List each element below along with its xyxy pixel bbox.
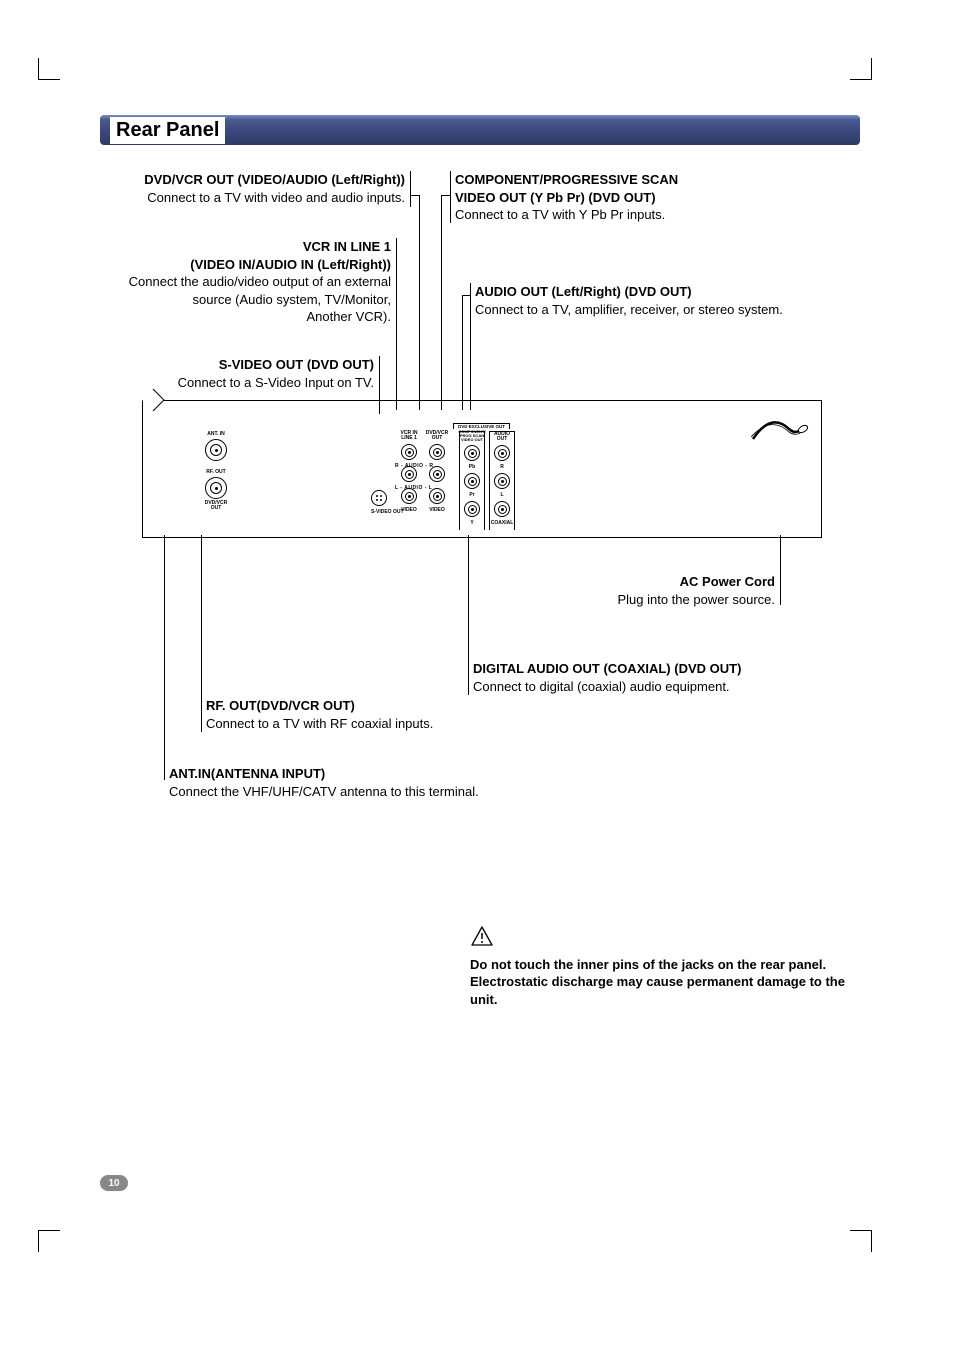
caution-block: Do not touch the inner pins of the jacks…	[470, 925, 870, 1008]
leader-line	[410, 195, 419, 196]
callout-title: AC Power Cord	[475, 573, 775, 591]
rca-jack	[494, 501, 510, 517]
callout-title: VIDEO OUT (Y Pb Pr) (DVD OUT)	[455, 189, 795, 207]
rca-col-audio: AUDIOOUT R L COAXIAL	[489, 431, 515, 530]
leader-line	[462, 295, 470, 296]
callout-dvd-vcr-out: DVD/VCR OUT (VIDEO/AUDIO (Left/Right)) C…	[100, 171, 405, 206]
leader-line	[164, 535, 165, 780]
label-dvdvcr-out: DVD/VCROUT	[196, 501, 236, 511]
callout-desc: Connect to a TV, amplifier, receiver, or…	[475, 301, 855, 319]
label-rf-out: RF. OUT	[196, 469, 236, 475]
rear-panel-inner: ANT. IN RF. OUT DVD/VCROUT S-VIDEO OUT V…	[151, 409, 821, 529]
callout-ac-power: AC Power Cord Plug into the power source…	[475, 573, 775, 608]
callout-title: ANT.IN(ANTENNA INPUT)	[169, 765, 569, 783]
rca-jack	[494, 445, 510, 461]
leader-line	[470, 283, 471, 410]
label-dvd-exclusive: DVD EXCLUSIVE OUT	[453, 423, 510, 429]
panel-notch	[142, 389, 165, 412]
rca-jack	[464, 445, 480, 461]
caution-icon	[470, 925, 494, 947]
crop-mark-br	[850, 1230, 872, 1252]
callout-ant-in: ANT.IN(ANTENNA INPUT) Connect the VHF/UH…	[169, 765, 569, 800]
ant-in-jack	[205, 439, 227, 461]
callout-desc: Connect to a TV with Y Pb Pr inputs.	[455, 206, 795, 224]
callout-desc: Another VCR).	[70, 308, 391, 326]
leader-line	[410, 171, 411, 207]
callout-desc: Plug into the power source.	[475, 591, 775, 609]
section-title: Rear Panel	[110, 117, 225, 144]
leader-line	[468, 535, 469, 695]
label-video: VIDEO	[401, 507, 417, 517]
page-number-badge: 10	[100, 1175, 128, 1191]
label-coaxial: COAXIAL	[491, 520, 514, 530]
callout-desc: source (Audio system, TV/Monitor,	[70, 291, 391, 309]
label-y: Y	[470, 520, 473, 530]
page-number: 10	[108, 1178, 119, 1189]
crop-mark-tr	[850, 58, 872, 80]
section-header: Rear Panel	[100, 115, 860, 145]
callout-desc: Connect to digital (coaxial) audio equip…	[473, 678, 813, 696]
label-vcrin: VCR INLINE 1	[401, 431, 418, 441]
callout-rf-out: RF. OUT(DVD/VCR OUT) Connect to a TV wit…	[206, 697, 526, 732]
label-r-audio-r: R - AUDIO - R	[395, 463, 434, 469]
rca-col-dvdvcrout: DVD/VCROUT VIDEO	[424, 431, 450, 530]
callout-title: RF. OUT(DVD/VCR OUT)	[206, 697, 526, 715]
callout-vcr-in-line1: VCR IN LINE 1 (VIDEO IN/AUDIO IN (Left/R…	[70, 238, 391, 326]
callout-desc: Connect the audio/video output of an ext…	[70, 273, 391, 291]
callout-svideo-out: S-VIDEO OUT (DVD OUT) Connect to a S-Vid…	[110, 356, 374, 391]
crop-mark-tl	[38, 58, 60, 80]
label-pr: Pr	[469, 492, 474, 498]
callout-title: VCR IN LINE 1	[70, 238, 391, 256]
label-r: R	[500, 464, 504, 470]
rca-jack	[464, 473, 480, 489]
rca-col-vcrin: VCR INLINE 1 VIDEO	[396, 431, 422, 530]
page-content: Rear Panel DVD/VCR OUT (VIDEO/AUDIO (Lef…	[100, 115, 860, 145]
rca-col-component: COMPONENT/PROG SCANVIDEO OUT Pb Pr Y	[459, 431, 485, 530]
callout-title: DVD/VCR OUT (VIDEO/AUDIO (Left/Right))	[100, 171, 405, 189]
callout-component: COMPONENT/PROGRESSIVE SCAN VIDEO OUT (Y …	[455, 171, 795, 224]
rca-jack	[401, 444, 417, 460]
label-l: L	[500, 492, 503, 498]
leader-line	[441, 195, 450, 196]
callout-desc: Connect to a TV with video and audio inp…	[100, 189, 405, 207]
callout-desc: Connect to a TV with RF coaxial inputs.	[206, 715, 526, 733]
label-audio: AUDIOOUT	[494, 432, 510, 442]
label-dvdvcr: DVD/VCROUT	[426, 431, 449, 441]
callout-title: S-VIDEO OUT (DVD OUT)	[110, 356, 374, 374]
ac-cord-icon	[751, 417, 811, 447]
leader-line	[396, 265, 397, 410]
leader-line	[780, 535, 781, 605]
svideo-jack	[371, 490, 387, 506]
rca-jack	[464, 501, 480, 517]
rca-jack	[429, 444, 445, 460]
callout-title: AUDIO OUT (Left/Right) (DVD OUT)	[475, 283, 855, 301]
label-pb: Pb	[469, 464, 475, 470]
label-l-audio-l: L - AUDIO - L	[395, 485, 432, 491]
leader-line	[462, 295, 463, 410]
leader-line	[201, 535, 202, 732]
leader-line	[441, 195, 442, 410]
rca-jack	[494, 473, 510, 489]
label-ant-in: ANT. IN	[196, 431, 236, 437]
crop-mark-bl	[38, 1230, 60, 1252]
callout-audio-out: AUDIO OUT (Left/Right) (DVD OUT) Connect…	[475, 283, 855, 318]
callout-desc: Connect the VHF/UHF/CATV antenna to this…	[169, 783, 569, 801]
coax-block: ANT. IN RF. OUT DVD/VCROUT	[196, 431, 236, 511]
callout-title: (VIDEO IN/AUDIO IN (Left/Right))	[70, 256, 391, 274]
label-video: VIDEO	[429, 507, 445, 517]
leader-line	[419, 195, 420, 410]
callout-title: COMPONENT/PROGRESSIVE SCAN	[455, 171, 795, 189]
callout-desc: Connect to a S-Video Input on TV.	[110, 374, 374, 392]
callout-digital-audio: DIGITAL AUDIO OUT (COAXIAL) (DVD OUT) Co…	[473, 660, 813, 695]
caution-text: Do not touch the inner pins of the jacks…	[470, 956, 870, 1009]
rca-block: VCR INLINE 1 VIDEO DVD/VCROUT VIDEO COMP…	[396, 431, 516, 530]
label-comp: COMPONENT/PROG SCANVIDEO OUT	[458, 432, 485, 442]
rear-panel-diagram: ANT. IN RF. OUT DVD/VCROUT S-VIDEO OUT V…	[142, 400, 822, 538]
rf-out-jack	[205, 477, 227, 499]
leader-line	[450, 171, 451, 223]
callout-title: DIGITAL AUDIO OUT (COAXIAL) (DVD OUT)	[473, 660, 813, 678]
